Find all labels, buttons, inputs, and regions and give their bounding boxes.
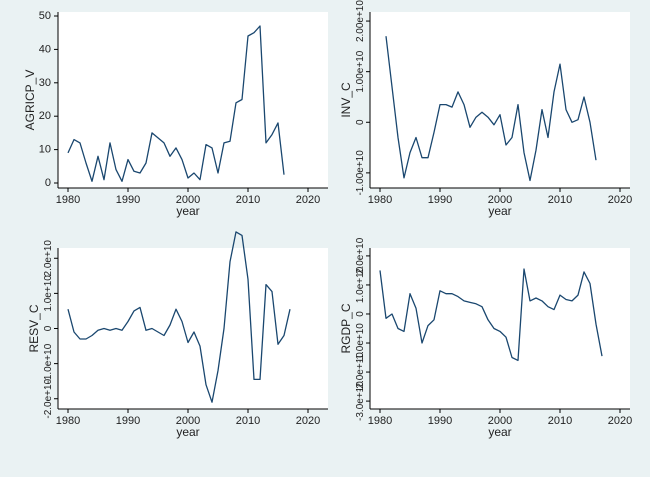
- chart-1-x-tick-label: 1990: [116, 194, 140, 206]
- chart-4-plot-area: [370, 248, 630, 409]
- chart-4-y-tick-label: 1.0e+10: [355, 266, 366, 303]
- chart-4-y-tick-label: -3.0e+10: [355, 381, 366, 421]
- chart-4-x-tick-label: 2000: [488, 415, 512, 427]
- chart-4-y-tick-label: -1.0e+10: [355, 323, 366, 363]
- chart-4-x-tick-label: 2010: [548, 415, 572, 427]
- chart-2-x-tick-label: 2000: [488, 194, 512, 206]
- chart-3-plot-area: [58, 248, 328, 409]
- chart-3-x-tick-label: 1990: [116, 415, 140, 427]
- chart-4-y-tick-label: 0: [355, 311, 366, 317]
- chart-3: -2.0e+10-1.0e+10 0 1.0e+102.0e+10 1980 1990 2…: [27, 231, 328, 439]
- chart-1-y-tick-label: 30: [39, 77, 51, 89]
- chart-1-y-axis-title: AGRICP_V: [23, 70, 37, 131]
- chart-2-y-tick-label: 0: [355, 119, 366, 125]
- chart-2: -1.00e+10 0 1.00e+10 2.00e+10 1980 1990 2000 20…: [339, 0, 632, 218]
- chart-1-y-tick-label: 20: [39, 110, 51, 122]
- chart-2-x-tick-label: 1990: [428, 194, 452, 206]
- chart-4-series-line: [379, 268, 603, 362]
- chart-4-y-tick-label: -2.0e+10: [355, 352, 366, 392]
- chart-1-series-line: [67, 25, 285, 182]
- chart-2-x-tick-label: 1980: [368, 194, 392, 206]
- chart-1-x-axis-title: year: [176, 204, 199, 218]
- chart-1: 0 10 20 30 40 50 1980 1990 2000 2010 2020 year AGRIC…: [23, 10, 328, 218]
- chart-1-x-tick-label: 2000: [176, 194, 200, 206]
- chart-3-y-tick-label: 1.0e+10: [43, 275, 54, 312]
- chart-1-plot-area: [58, 12, 328, 188]
- chart-1-y-tick-label: 40: [39, 43, 51, 55]
- chart-1-x-tick-label: 1980: [56, 194, 80, 206]
- chart-3-x-tick-label: 2000: [176, 415, 200, 427]
- chart-4: -3.0e+10-2.0e+10-1.0e+10 0 1.0e+102.0e+10 1…: [339, 237, 632, 439]
- chart-3-y-tick-label: 0: [43, 325, 54, 331]
- chart-1-x-tick-label: 2020: [296, 194, 320, 206]
- chart-2-x-axis-title: year: [488, 204, 511, 218]
- chart-3-x-tick-label: 1980: [56, 415, 80, 427]
- chart-2-y-tick-label: 2.00e+10: [355, 0, 366, 42]
- chart-4-y-axis-title: RGDP_C: [339, 303, 353, 353]
- chart-4-y-tick-label: 2.0e+10: [355, 237, 366, 274]
- chart-3-series-line: [67, 231, 291, 403]
- chart-2-x-tick-label: 2010: [548, 194, 572, 206]
- chart-3-x-tick-label: 2010: [236, 415, 260, 427]
- chart-1-x-tick-label: 2010: [236, 194, 260, 206]
- chart-4-x-tick-label: 2020: [608, 415, 632, 427]
- chart-3-y-axis-title: RESV_C: [27, 304, 41, 352]
- chart-4-x-tick-label: 1980: [368, 415, 392, 427]
- chart-2-y-axis-title: INV_C: [339, 82, 353, 118]
- chart-1-y-tick-label: 0: [45, 177, 51, 189]
- chart-2-y-tick-label: -1.00e+10: [355, 150, 366, 196]
- chart-4-x-tick-label: 1990: [428, 415, 452, 427]
- chart-4-x-axis-title: year: [488, 425, 511, 439]
- chart-3-y-tick-label: 2.0e+10: [43, 240, 54, 277]
- chart-3-x-axis-title: year: [176, 425, 199, 439]
- chart-3-y-tick-label: -2.0e+10: [43, 378, 54, 418]
- chart-3-y-tick-label: -1.0e+10: [43, 343, 54, 383]
- chart-1-y-tick-label: 50: [39, 10, 51, 22]
- chart-2-x-tick-label: 2020: [608, 194, 632, 206]
- chart-2-series-line: [385, 36, 597, 182]
- chart-1-y-tick-label: 10: [39, 144, 51, 156]
- chart-3-x-tick-label: 2020: [296, 415, 320, 427]
- chart-2-plot-area: [370, 12, 630, 188]
- chart-2-y-tick-label: 1.00e+10: [355, 50, 366, 92]
